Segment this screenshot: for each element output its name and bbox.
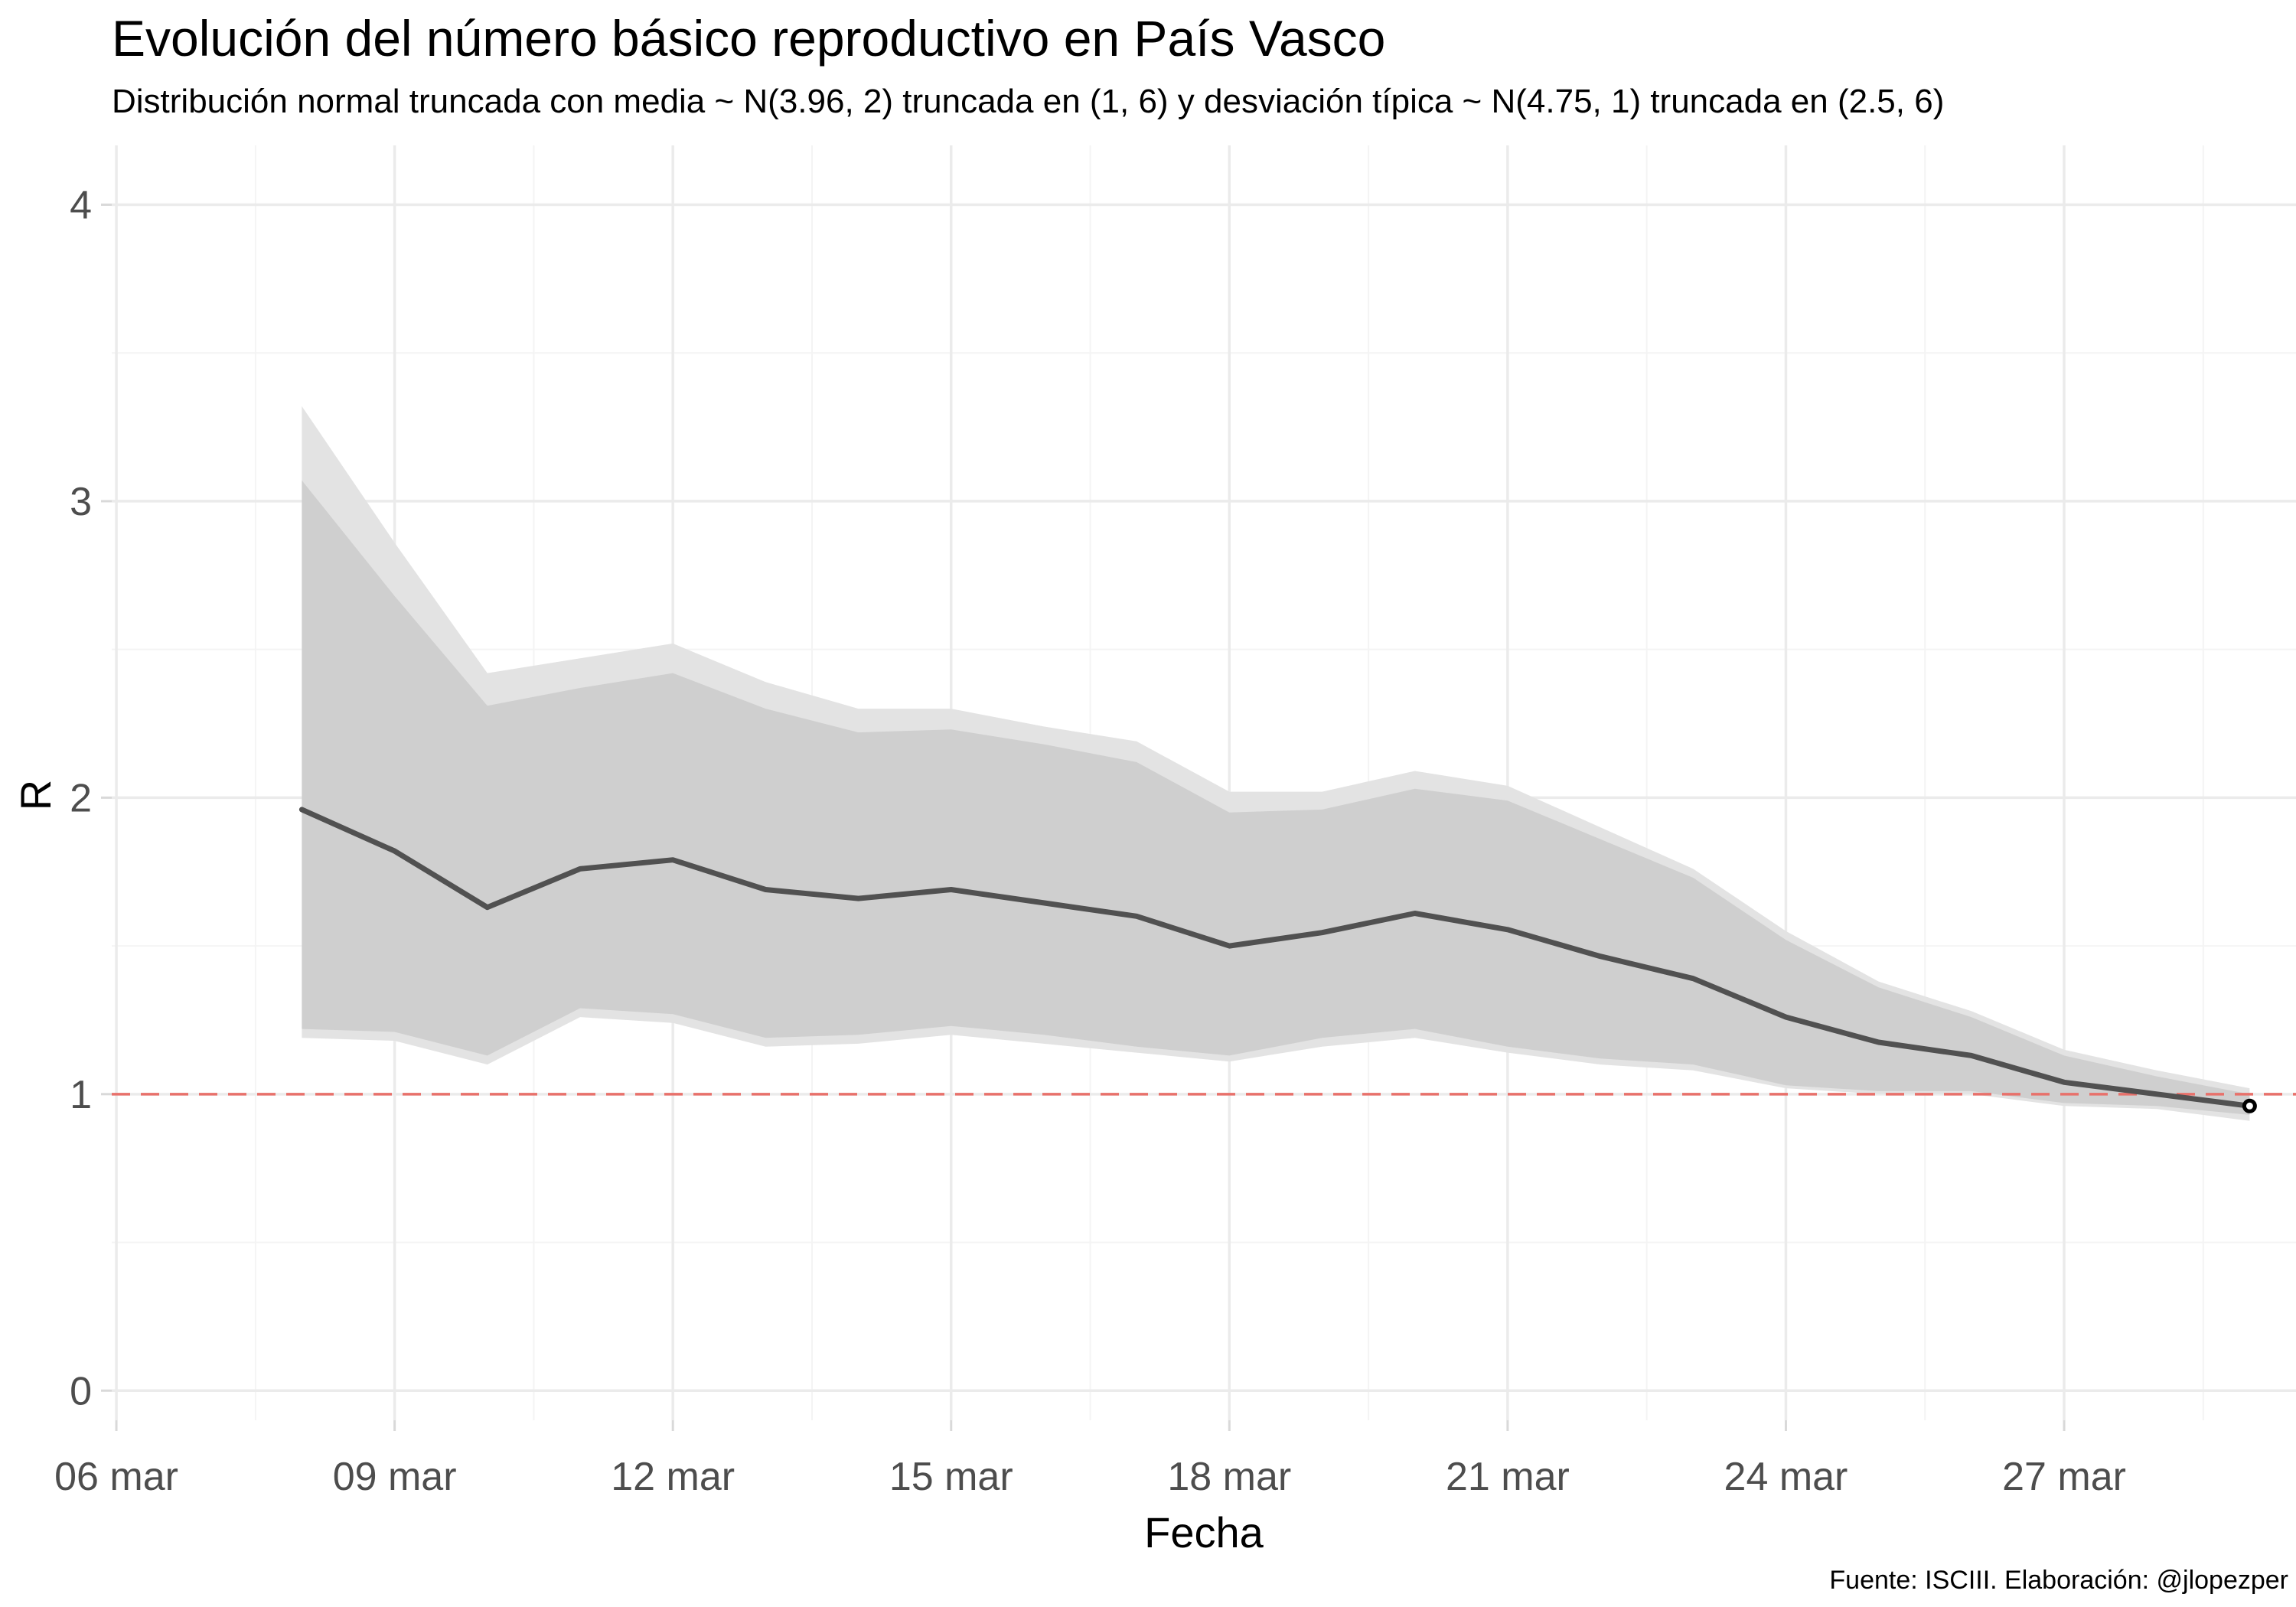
chart-caption: Fuente: ISCIII. Elaboración: @jlopezper	[1829, 1566, 2288, 1595]
axes: 0 1 2 3 4 06 mar 09 mar 12 mar 15 mar 18 mar 21 ma…	[11, 183, 2126, 1556]
x-tick-label: 06 mar	[54, 1455, 178, 1499]
x-axis-title: Fecha	[1144, 1508, 1264, 1556]
x-tick-label: 09 mar	[333, 1455, 457, 1499]
last-point-marker	[2242, 1098, 2257, 1113]
x-tick-label: 15 mar	[889, 1455, 1013, 1499]
median-line-layer	[298, 807, 2257, 1113]
x-tick-label: 12 mar	[611, 1455, 735, 1499]
x-tick-label: 27 mar	[2002, 1455, 2126, 1499]
chart-title: Evolución del número básico reproductivo…	[112, 10, 1386, 67]
chart-subtitle: Distribución normal truncada con media ~…	[112, 83, 1945, 120]
bands	[302, 406, 2250, 1121]
y-tick-label: 3	[70, 480, 92, 524]
inner-interval-band	[302, 480, 2250, 1115]
median-line	[298, 807, 2252, 1109]
x-tick-label: 18 mar	[1167, 1455, 1291, 1499]
x-tick-label: 24 mar	[1724, 1455, 1848, 1499]
x-tick-label: 21 mar	[1446, 1455, 1570, 1499]
y-tick-label: 4	[70, 183, 92, 227]
y-axis-title: R	[11, 780, 60, 810]
y-tick-label: 0	[70, 1369, 92, 1413]
y-tick-label: 2	[70, 776, 92, 820]
y-tick-label: 1	[70, 1073, 92, 1117]
